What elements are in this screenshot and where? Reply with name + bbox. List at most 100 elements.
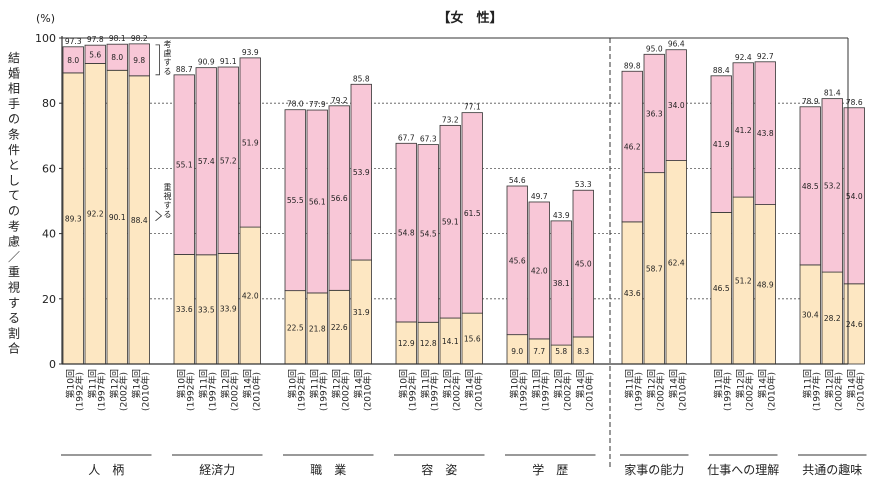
legend-emphasize-char: す: [164, 201, 172, 210]
y-axis-label-char: 結: [8, 51, 20, 65]
x-tick-round-label: 第12回: [734, 369, 746, 398]
value-label-emphasize: 89.3: [65, 214, 82, 223]
value-label-consider: 61.5: [464, 209, 481, 218]
x-tick-year-label: (1997年): [317, 372, 329, 411]
y-tick-label: 60: [42, 162, 56, 175]
y-tick-label: 80: [42, 97, 56, 110]
bar-consider: [417, 144, 439, 323]
value-label-total: 97.3: [65, 37, 82, 46]
value-label-total: 98.1: [109, 34, 126, 43]
group-label: 人 柄: [88, 463, 124, 477]
value-label-emphasize: 33.9: [220, 305, 237, 314]
value-label-consider: 57.4: [198, 157, 215, 166]
value-label-consider: 53.9: [353, 168, 370, 177]
value-label-emphasize: 24.6: [846, 320, 863, 329]
y-axis-label-char: 件: [8, 143, 20, 157]
x-tick-year-label: (2010年): [472, 372, 484, 411]
value-label-total: 90.9: [198, 58, 215, 67]
value-label-consider: 9.8: [133, 56, 145, 65]
x-tick-year-label: (1992年): [517, 372, 529, 411]
x-tick-round-label: 第10回: [64, 369, 76, 398]
value-label-consider: 42.0: [531, 266, 548, 275]
x-tick-round-label: 第12回: [441, 369, 453, 398]
x-tick-round-label: 第11回: [419, 369, 431, 398]
value-label-emphasize: 5.8: [555, 347, 567, 356]
value-label-consider: 5.6: [89, 50, 101, 59]
value-label-emphasize: 28.2: [824, 314, 841, 323]
x-tick-year-label: (1997年): [632, 372, 644, 411]
y-axis-label-char: 視: [8, 280, 20, 295]
y-axis-label-char: 婚: [8, 66, 20, 80]
value-label-total: 78.0: [287, 100, 304, 109]
x-tick-year-label: (2010年): [583, 372, 595, 411]
value-label-consider: 59.1: [442, 218, 459, 227]
y-axis-label-char: 手: [8, 97, 20, 111]
value-label-consider: 54.8: [398, 229, 415, 238]
value-label-consider: 43.8: [757, 129, 774, 138]
x-tick-year-label: (2010年): [250, 372, 262, 411]
value-label-total: 77.1: [464, 103, 481, 112]
y-tick-label: 100: [35, 32, 56, 45]
value-label-consider: 56.6: [331, 194, 348, 203]
value-label-consider: 8.0: [111, 53, 123, 62]
value-label-emphasize: 58.7: [646, 264, 663, 273]
bar-consider: [62, 46, 84, 74]
legend-emphasize-char: 重: [164, 182, 172, 192]
value-label-consider: 54.5: [420, 229, 437, 238]
x-tick-round-label: 第11回: [86, 369, 98, 398]
axes: 0 20 40 60 80 100: [35, 32, 867, 470]
value-label-emphasize: 22.6: [331, 323, 348, 332]
x-tick-year-label: (1992年): [73, 372, 85, 411]
legend-pointer-emphasize: [155, 210, 163, 222]
value-label-total: 67.3: [420, 135, 437, 144]
y-axis-label-char: と: [8, 158, 20, 172]
bar-consider: [284, 109, 306, 292]
value-label-consider: 34.0: [668, 101, 685, 110]
x-tick-round-label: 第10回: [397, 369, 409, 398]
bar-consider: [239, 57, 261, 228]
x-tick-round-label: 第11回: [801, 369, 813, 398]
value-label-total: 92.7: [757, 52, 774, 61]
value-label-emphasize: 15.6: [464, 335, 481, 344]
x-tick-year-label: (1992年): [406, 372, 418, 411]
value-label-consider: 8.0: [67, 56, 79, 65]
value-label-consider: 57.2: [220, 156, 237, 165]
value-label-consider: 41.9: [713, 140, 730, 149]
value-label-consider: 56.1: [309, 197, 326, 206]
group-label: 家事の能力: [624, 462, 684, 477]
legend-consider-char: 考: [164, 40, 172, 49]
value-label-total: 53.3: [575, 180, 592, 189]
chart-title: 【女 性】: [437, 10, 502, 26]
bar-consider: [350, 83, 372, 261]
value-label-emphasize: 46.5: [713, 284, 730, 293]
bar-consider: [306, 109, 328, 294]
x-tick-year-label: (2002年): [654, 372, 666, 411]
legend-emphasize-char: る: [164, 210, 172, 219]
value-label-consider: 41.2: [735, 126, 752, 135]
group-label: 共通の趣味: [802, 462, 862, 477]
x-tick-year-label: (1997年): [95, 372, 107, 411]
x-tick-round-label: 第12回: [108, 369, 120, 398]
bar-consider: [799, 106, 821, 266]
bar-consider: [439, 124, 461, 319]
value-label-emphasize: 33.6: [176, 305, 193, 314]
value-label-total: 78.9: [802, 97, 819, 106]
legend-consider-char: る: [164, 67, 172, 76]
x-tick-year-label: (2002年): [743, 372, 755, 411]
y-unit-label: (%): [36, 12, 55, 25]
x-tick-round-label: 第14回: [667, 369, 679, 398]
x-tick-round-label: 第11回: [197, 369, 209, 398]
y-tick-label: 40: [42, 228, 56, 241]
bar-consider: [643, 53, 665, 174]
bar-consider: [710, 75, 732, 213]
legend-emphasize-char: 視: [164, 192, 172, 201]
value-label-total: 92.4: [735, 53, 752, 62]
y-axis-label-char: る: [8, 311, 20, 325]
value-label-consider: 55.1: [176, 161, 193, 170]
y-axis-label-char: の: [8, 112, 20, 126]
x-tick-round-label: 第14回: [352, 369, 364, 398]
x-tick-round-label: 第10回: [175, 369, 187, 398]
x-tick-round-label: 第10回: [508, 369, 520, 398]
